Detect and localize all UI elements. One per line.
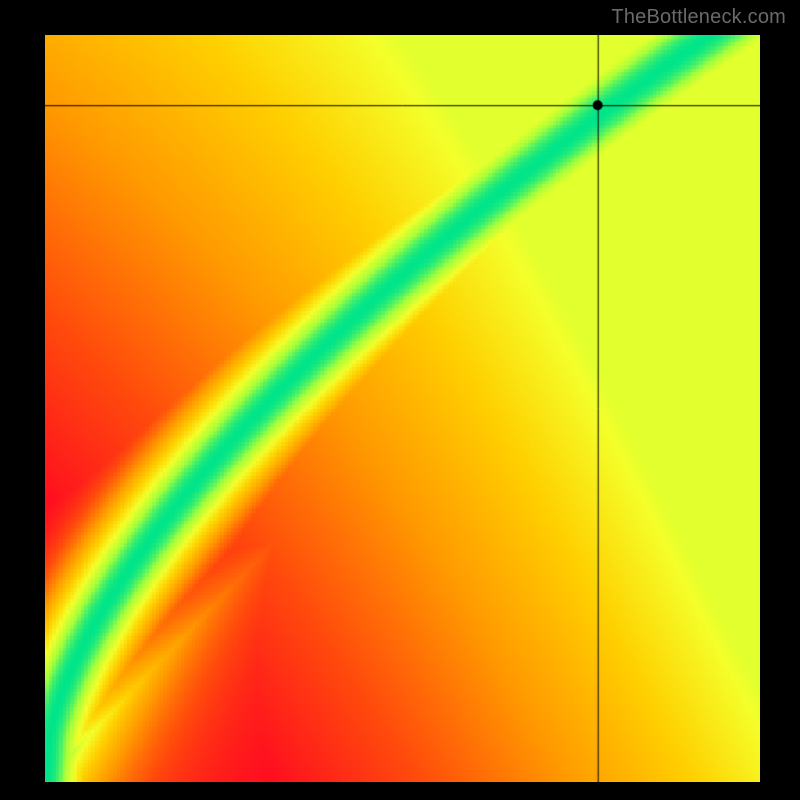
- chart-container: TheBottleneck.com: [0, 0, 800, 800]
- watermark-text: TheBottleneck.com: [611, 6, 786, 29]
- crosshair-overlay: [45, 35, 760, 782]
